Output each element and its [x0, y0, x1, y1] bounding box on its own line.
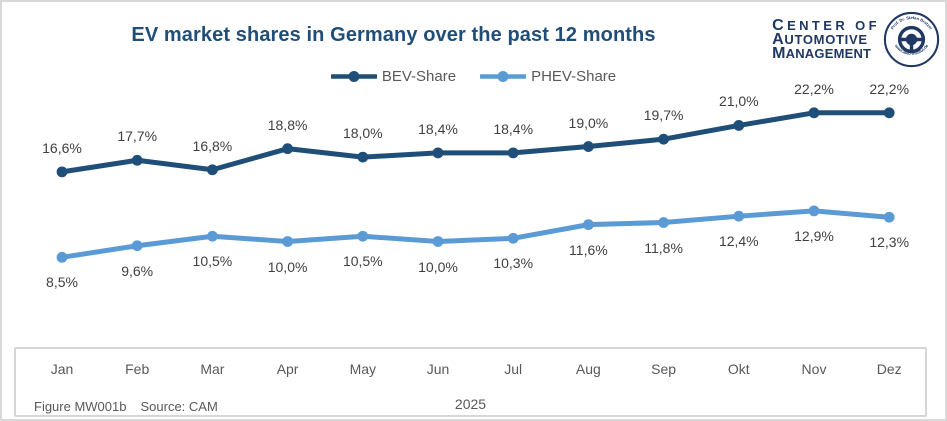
data-point-bev-share-okt: [733, 120, 745, 131]
data-point-bev-share-dez: [883, 107, 895, 119]
cam-logo: CENTER OF AUTOMOTIVE MANAGEMENT Prof. Dr…: [772, 11, 940, 68]
month-label-dez: Dez: [876, 361, 902, 377]
data-label-phev-share-jul: 10,3%: [493, 255, 534, 272]
data-label-bev-share-jun: 18,4%: [418, 120, 458, 137]
logo-line-center-of: CENTER OF: [772, 16, 880, 34]
month-label-jul: Jul: [504, 361, 523, 377]
data-label-bev-share-feb: 17,7%: [117, 128, 158, 145]
legend-label-bev-share: BEV-Share: [381, 68, 457, 85]
data-point-phev-share-mar: [207, 230, 218, 242]
data-point-bev-share-may: [357, 151, 369, 163]
legend: BEV-Share PHEV-Share: [2, 68, 945, 85]
data-point-bev-share-feb: [131, 154, 143, 166]
month-label-feb: Feb: [125, 361, 150, 377]
data-label-bev-share-aug: 19,0%: [568, 114, 609, 131]
wheel-hub: [905, 33, 918, 46]
data-label-phev-share-aug: 11,6%: [569, 241, 608, 258]
category-axis-box: [14, 347, 927, 417]
data-point-phev-share-sep: [658, 217, 669, 228]
data-point-phev-share-okt: [733, 210, 745, 222]
data-label-bev-share-may: 18,0%: [342, 125, 383, 142]
data-label-bev-share-sep: 19,7%: [643, 107, 684, 124]
month-label-nov: Nov: [801, 361, 827, 377]
data-label-phev-share-jun: 10,0%: [418, 258, 458, 275]
data-point-phev-share-nov: [808, 205, 820, 217]
month-label-mar: Mar: [200, 361, 225, 377]
cam-logo-text: CENTER OF AUTOMOTIVE MANAGEMENT: [772, 16, 880, 62]
logo-line-automotive: AUTOMOTIVE: [772, 30, 868, 48]
data-point-bev-share-sep: [658, 133, 669, 145]
data-label-bev-share-nov: 22,2%: [794, 80, 834, 97]
series-line-phev-share: [59, 208, 892, 260]
steering-wheel-icon: Prof. Dr. Stefan Bratzel www.auto-instit…: [883, 11, 940, 68]
legend-label-phev-share: PHEV-Share: [531, 68, 617, 85]
data-point-bev-share-jun: [432, 147, 444, 159]
legend-marker-phev-share: [480, 71, 527, 82]
data-label-phev-share-mar: 10,5%: [192, 253, 233, 270]
data-label-bev-share-okt: 21,0%: [718, 93, 759, 110]
data-point-phev-share-dez: [883, 211, 895, 223]
month-label-okt: Okt: [727, 361, 750, 377]
legend-item-bev-share: BEV-Share: [330, 68, 457, 85]
data-label-bev-share-jan: 16,6%: [42, 139, 82, 156]
data-label-phev-share-okt: 12,4%: [718, 233, 759, 250]
data-label-phev-share-apr: 10,0%: [267, 258, 308, 275]
data-point-phev-share-jan: [56, 251, 68, 263]
data-label-bev-share-mar: 16,8%: [192, 137, 233, 154]
data-point-bev-share-jan: [56, 166, 68, 178]
month-label-apr: Apr: [276, 361, 299, 377]
legend-marker-bev-share: [330, 71, 377, 82]
month-label-jun: Jun: [426, 361, 450, 377]
data-label-bev-share-dez: 22,2%: [869, 80, 910, 97]
logo-line-management: MANAGEMENT: [772, 44, 872, 62]
data-label-phev-share-jan: 8,5%: [46, 274, 78, 291]
month-label-may: May: [349, 361, 377, 377]
chart-title: EV market shares in Germany over the pas…: [131, 24, 656, 46]
month-label-aug: Aug: [575, 361, 601, 377]
figure-label: Figure MW001b: [34, 399, 127, 414]
data-point-phev-share-may: [357, 230, 369, 242]
data-label-bev-share-jul: 18,4%: [493, 120, 534, 137]
data-point-bev-share-jul: [507, 147, 519, 159]
series-line-bev-share: [59, 110, 892, 175]
data-point-bev-share-aug: [583, 141, 594, 152]
data-label-phev-share-sep: 11,8%: [644, 239, 683, 256]
data-point-bev-share-mar: [207, 164, 218, 176]
data-label-phev-share-may: 10,5%: [342, 253, 383, 270]
data-point-phev-share-apr: [282, 236, 293, 247]
data-point-phev-share-aug: [583, 219, 594, 231]
footer: Figure MW001b Source: CAM: [34, 399, 218, 414]
data-label-phev-share-dez: 12,3%: [869, 234, 910, 251]
year-label: 2025: [454, 396, 487, 412]
month-label-sep: Sep: [651, 361, 677, 377]
data-label-bev-share-apr: 18,8%: [267, 116, 308, 133]
source-label: Source: CAM: [140, 399, 218, 414]
data-point-bev-share-nov: [808, 107, 820, 119]
data-point-phev-share-feb: [131, 240, 143, 252]
month-label-jan: Jan: [50, 361, 74, 377]
data-label-phev-share-nov: 12,9%: [794, 227, 834, 244]
data-point-phev-share-jun: [432, 236, 444, 247]
data-label-phev-share-feb: 9,6%: [121, 262, 154, 279]
legend-item-phev-share: PHEV-Share: [480, 68, 616, 85]
data-point-phev-share-jul: [507, 232, 519, 244]
data-point-bev-share-apr: [282, 143, 293, 155]
